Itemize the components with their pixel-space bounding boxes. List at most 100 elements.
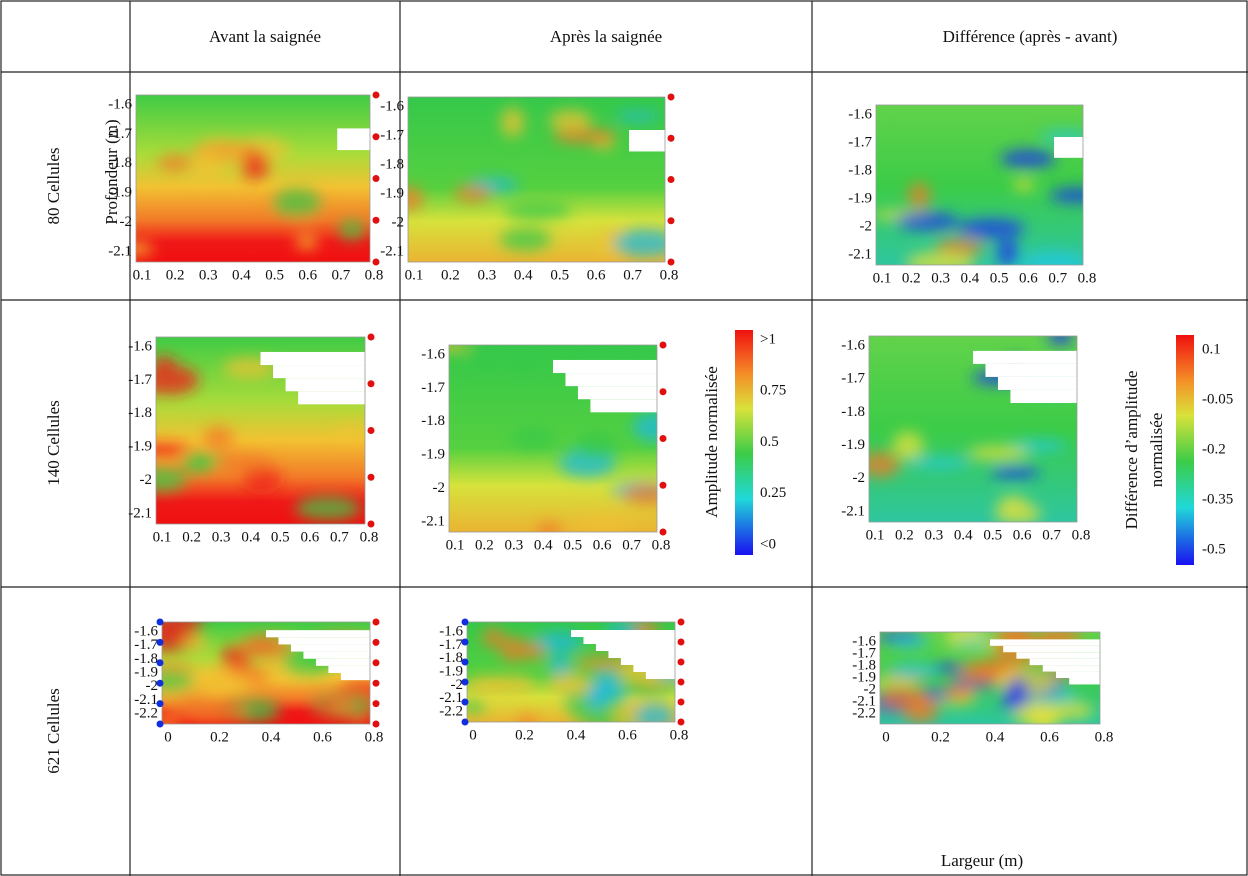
electrode bbox=[659, 435, 667, 442]
electrode bbox=[156, 638, 164, 646]
x-tick-label: 0.6 bbox=[1019, 270, 1038, 286]
y-tick-label: -2 bbox=[433, 480, 446, 496]
colorbar-tick-label: -0.05 bbox=[1202, 391, 1233, 407]
x-tick-label: 0 bbox=[882, 729, 890, 745]
blob bbox=[593, 670, 622, 700]
electrode bbox=[372, 175, 380, 182]
y-tick-label: -2.1 bbox=[134, 692, 158, 708]
plot-frame bbox=[407, 96, 666, 263]
x-tick-label: 0.3 bbox=[212, 529, 231, 545]
field bbox=[408, 97, 665, 262]
row-header: 80 Cellules bbox=[44, 148, 63, 225]
x-tick-label: 0.6 bbox=[587, 267, 606, 283]
x-tick-label: 0.7 bbox=[331, 267, 350, 283]
x-tick-label: 0.6 bbox=[1013, 527, 1032, 543]
blob bbox=[156, 467, 187, 492]
contour-plot: -1.6 -1.7 -1.8 -1.9 -2 -2.10.1 0.2 0.3 0.4 0.5 0.6… bbox=[108, 91, 383, 283]
y-tick-label: -2 bbox=[864, 681, 877, 697]
no-data bbox=[298, 391, 365, 405]
y-tick-label: -2.1 bbox=[852, 693, 876, 709]
contour-plot: -1.6 -1.7 -1.8 -1.9 -2 -2.10.1 0.2 0.3 0.4 0.5 0.6… bbox=[848, 104, 1097, 286]
y-tick-label: -1.8 bbox=[848, 162, 872, 178]
no-data bbox=[571, 630, 675, 637]
blob bbox=[932, 662, 963, 673]
electrode bbox=[659, 341, 667, 349]
blob bbox=[338, 219, 365, 240]
y-tick-label: -1.8 bbox=[852, 657, 876, 673]
blob bbox=[997, 238, 1019, 265]
no-data bbox=[290, 644, 370, 652]
blob bbox=[1006, 677, 1028, 707]
electrode bbox=[461, 638, 469, 646]
electrode bbox=[677, 718, 685, 726]
colorbar-tick-label: -0.5 bbox=[1202, 541, 1226, 557]
x-tick-label: 0.5 bbox=[265, 267, 284, 283]
x-tick-label: 0.7 bbox=[1048, 270, 1067, 286]
y-tick-label: -1.7 bbox=[128, 372, 152, 388]
contour-plot: -1.6-1.7-1.8-1.9-2-2.1-2.2 0 0.2 0.4 0.6 0.8 bbox=[134, 618, 383, 745]
blob bbox=[521, 642, 545, 660]
x-tick-label: 0.4 bbox=[241, 529, 260, 545]
y-tick-label: -2 bbox=[146, 678, 159, 694]
no-data bbox=[328, 665, 370, 673]
plot-frame bbox=[135, 94, 371, 263]
blob bbox=[467, 698, 486, 714]
y-tick-label: -1.7 bbox=[439, 637, 463, 653]
no-data bbox=[1042, 665, 1100, 672]
plot-frame bbox=[879, 631, 1101, 725]
blob bbox=[615, 710, 639, 722]
x-tick-label: 0.2 bbox=[895, 527, 914, 543]
electrode bbox=[677, 658, 685, 666]
blob bbox=[548, 654, 572, 676]
x-tick-label: 0.8 bbox=[1078, 270, 1097, 286]
no-data bbox=[990, 639, 1100, 646]
blob bbox=[500, 107, 525, 138]
blob bbox=[169, 695, 223, 722]
blob bbox=[203, 426, 234, 451]
y-axis-label: Profondeur (m) bbox=[102, 119, 121, 224]
x-tick-label: 0.2 bbox=[166, 267, 185, 283]
x-tick-label: 0.3 bbox=[924, 527, 943, 543]
x-tick-label: 0.4 bbox=[954, 527, 973, 543]
blob bbox=[182, 634, 209, 652]
y-tick-label: -1.9 bbox=[439, 663, 463, 679]
electrode bbox=[659, 528, 667, 536]
blob bbox=[869, 451, 901, 478]
x-tick-label: 0.8 bbox=[360, 529, 379, 545]
blob bbox=[990, 466, 1041, 479]
y-tick-label: -1.6 bbox=[421, 346, 445, 362]
electrode bbox=[367, 333, 375, 341]
plot-frame bbox=[155, 336, 366, 525]
blob bbox=[511, 427, 557, 449]
y-tick-label: -1.6 bbox=[128, 338, 152, 354]
electrode bbox=[461, 678, 469, 686]
electrode bbox=[156, 720, 164, 728]
electrode bbox=[156, 618, 164, 626]
y-tick-label: -1.7 bbox=[852, 645, 876, 661]
x-tick-label: 0.3 bbox=[931, 270, 950, 286]
electrode bbox=[367, 427, 375, 434]
plot-frame bbox=[466, 621, 676, 723]
no-data bbox=[1003, 645, 1100, 653]
x-tick-label: 0.4 bbox=[534, 537, 553, 553]
x-tick-label: 0.6 bbox=[1040, 729, 1059, 745]
field-blobs bbox=[156, 356, 363, 520]
blob bbox=[408, 186, 425, 212]
no-data bbox=[303, 651, 370, 659]
blob bbox=[907, 456, 972, 470]
blob bbox=[943, 684, 976, 700]
electrode bbox=[667, 176, 675, 183]
electrode bbox=[461, 698, 469, 706]
no-data bbox=[620, 658, 675, 665]
y-tick-label: -1.8 bbox=[108, 155, 132, 171]
colorbar-tick-label: >1 bbox=[760, 331, 776, 347]
contour-plot: -1.6 -1.7 -1.8 -1.9 -2 -2.10.1 0.2 0.3 0.4 0.5 0.6… bbox=[841, 335, 1090, 543]
y-tick-label: -1.8 bbox=[439, 650, 463, 666]
blob bbox=[326, 694, 358, 716]
electrode bbox=[372, 679, 380, 687]
x-tick-label: 0.4 bbox=[232, 267, 251, 283]
y-tick-label: -1.6 bbox=[439, 623, 463, 639]
electrode bbox=[156, 659, 164, 667]
x-tick-label: 0.3 bbox=[199, 267, 218, 283]
electrode bbox=[677, 698, 685, 706]
